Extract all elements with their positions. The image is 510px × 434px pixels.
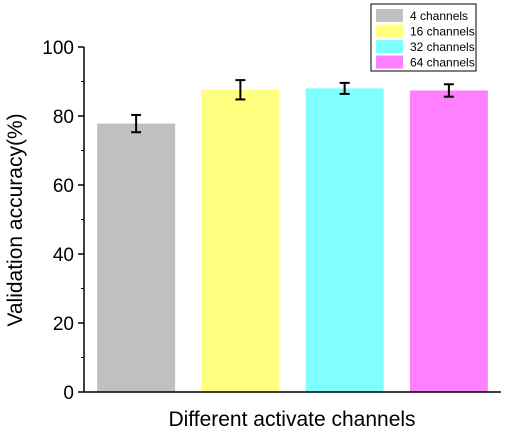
legend-label: 64 channels [410,56,475,70]
y-tick-label: 20 [53,314,74,335]
bar-32-channels [305,88,384,393]
error-bars-group [131,79,454,134]
legend-label: 16 channels [410,25,475,39]
bar-4-channels [97,123,176,392]
y-tick-label: 60 [53,176,74,197]
y-axis-title: Validation accuracy(%) [4,113,27,326]
legend-label: 4 channels [410,9,468,23]
y-tick-label: 0 [63,383,74,404]
y-tick-label: 100 [42,38,74,59]
legend-swatch [376,24,403,38]
bar-16-channels [201,89,280,392]
bars-group [97,88,488,393]
legend-swatch [376,40,403,53]
bar-64-channels [409,90,488,392]
legend-label: 32 channels [410,40,475,54]
y-tick-label: 40 [53,245,74,266]
y-tick-label: 80 [53,107,74,128]
x-axis-title: Different activate channels [168,408,415,431]
y-ticks-group: 0 20 40 60 80 100 [42,38,84,404]
legend-swatch [376,9,403,22]
legend-swatch [376,55,403,69]
